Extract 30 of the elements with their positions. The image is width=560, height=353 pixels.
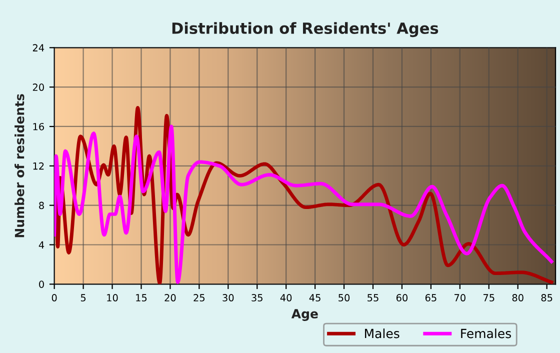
- x-tick-label: 40: [280, 294, 292, 302]
- legend-label: Females: [461, 328, 511, 338]
- x-tick-label: 20: [164, 294, 176, 302]
- x-tick-label: 70: [454, 294, 466, 302]
- x-tick-label: 5: [80, 294, 86, 302]
- x-tick-label: 75: [484, 294, 494, 302]
- legend-label: Males: [365, 328, 400, 338]
- x-tick-label: 15: [136, 294, 147, 302]
- y-tick-label: 12: [33, 162, 44, 170]
- x-tick-label: 65: [425, 294, 436, 302]
- x-tick-label: 60: [396, 294, 408, 302]
- x-tick-label: 85: [541, 294, 552, 302]
- x-tick-label: 45: [309, 294, 320, 302]
- x-tick-label: 55: [368, 294, 378, 302]
- x-tick-label: 10: [107, 294, 118, 302]
- x-tick-label: 30: [222, 294, 234, 302]
- x-axis-title: Age: [291, 309, 318, 321]
- y-tick-label: 8: [39, 202, 44, 210]
- x-tick-label: 0: [52, 294, 57, 302]
- x-tick-label: 35: [252, 294, 262, 302]
- y-tick-label: 0: [39, 280, 44, 288]
- chart-title: Distribution of Residents' Ages: [172, 22, 438, 38]
- y-tick-label: 24: [32, 44, 44, 52]
- x-tick-label: 50: [338, 294, 350, 302]
- y-tick-label: 4: [38, 241, 44, 248]
- y-tick-label: 20: [32, 84, 44, 91]
- y-axis-title: Number of residents: [14, 94, 24, 238]
- x-tick-label: 25: [194, 294, 205, 302]
- x-tick-label: 80: [512, 294, 524, 302]
- y-tick-label: 16: [33, 122, 44, 130]
